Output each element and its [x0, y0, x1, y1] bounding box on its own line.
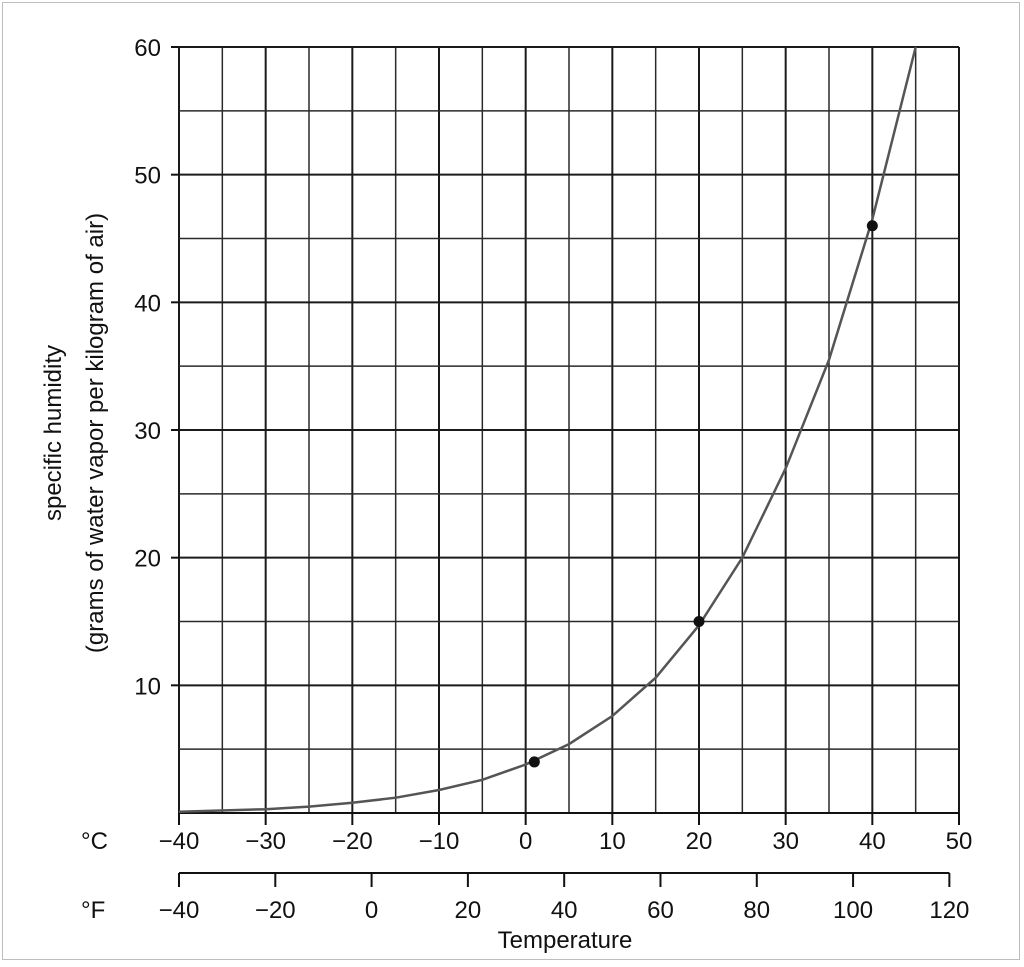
y-tick-label: 40 — [134, 290, 161, 317]
curve-layer — [178, 46, 917, 813]
fahrenheit-tick-label: 0 — [365, 897, 378, 924]
y-axis-title-line2: (grams of water vapor per kilogram of ai… — [82, 213, 109, 653]
celsius-unit-label: °C — [81, 828, 108, 855]
y-tick-label: 10 — [134, 673, 161, 700]
celsius-tick-label: −40 — [159, 828, 200, 855]
fahrenheit-tick-label: 60 — [647, 897, 674, 924]
data-point — [866, 220, 878, 232]
labels: °C °F Temperature specific humidity (gra… — [40, 213, 632, 954]
y-tick-label: 60 — [134, 35, 161, 62]
grid — [178, 46, 960, 814]
fahrenheit-tick-label: −40 — [159, 897, 200, 924]
humidity-chart: 10 20 30 40 50 60 −40 −30 −20 −10 0 10 20 30 40 50 −40 −2… — [40, 35, 972, 954]
celsius-tick-label: 40 — [859, 828, 886, 855]
celsius-tick-label: 30 — [772, 828, 799, 855]
data-point — [528, 756, 540, 768]
points-layer — [528, 220, 878, 768]
fahrenheit-tick-label: 80 — [743, 897, 770, 924]
celsius-tick-label: −30 — [245, 828, 286, 855]
fahrenheit-tick-label: 120 — [929, 897, 969, 924]
fahrenheit-tick-label: 20 — [455, 897, 482, 924]
data-point — [693, 616, 705, 627]
axes: 10 20 30 40 50 60 −40 −30 −20 −10 0 10 20 30 40 50 −40 −2… — [134, 35, 972, 924]
y-tick-label: 30 — [134, 418, 161, 445]
fahrenheit-tick-label: 40 — [551, 897, 578, 924]
specific-humidity-curve — [178, 46, 917, 813]
fahrenheit-tick-label: −20 — [255, 897, 296, 924]
celsius-tick-label: 10 — [599, 828, 626, 855]
celsius-tick-label: 50 — [946, 828, 973, 855]
y-axis-title-line1: specific humidity — [40, 345, 67, 521]
fahrenheit-unit-label: °F — [81, 897, 105, 924]
celsius-tick-label: 20 — [686, 828, 713, 855]
fahrenheit-tick-label: 100 — [833, 897, 873, 924]
y-tick-label: 20 — [134, 546, 161, 573]
y-tick-label: 50 — [134, 163, 161, 190]
x-axis-title: Temperature — [498, 927, 633, 954]
celsius-tick-label: 0 — [519, 828, 532, 855]
celsius-tick-label: −10 — [419, 828, 460, 855]
celsius-tick-label: −20 — [332, 828, 373, 855]
